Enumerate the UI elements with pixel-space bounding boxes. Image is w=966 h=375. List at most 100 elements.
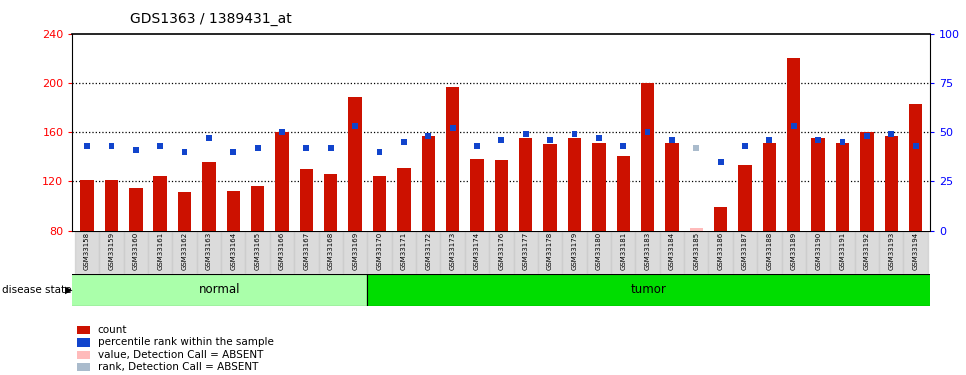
Text: disease state: disease state: [2, 285, 71, 295]
Bar: [489, 231, 514, 274]
Bar: [909, 104, 923, 231]
Bar: [544, 144, 556, 231]
Bar: [718, 159, 724, 165]
Bar: [327, 145, 333, 151]
Bar: [148, 231, 172, 274]
Bar: [75, 231, 99, 274]
Bar: [547, 137, 553, 143]
Bar: [157, 143, 163, 149]
Bar: [616, 156, 630, 231]
Bar: [154, 177, 167, 231]
Bar: [99, 231, 124, 274]
Bar: [620, 143, 626, 149]
Text: GSM33194: GSM33194: [913, 232, 919, 270]
Text: GSM33193: GSM33193: [889, 232, 895, 270]
Bar: [562, 231, 586, 274]
Text: GSM33192: GSM33192: [864, 232, 870, 270]
Bar: [498, 137, 504, 143]
Bar: [299, 169, 313, 231]
Bar: [416, 231, 440, 274]
Bar: [592, 143, 606, 231]
Bar: [275, 132, 289, 231]
Bar: [684, 231, 708, 274]
Text: GSM33184: GSM33184: [668, 232, 675, 270]
Bar: [230, 149, 237, 155]
Bar: [885, 136, 898, 231]
Text: GSM33164: GSM33164: [230, 232, 237, 270]
Bar: [806, 231, 831, 274]
Text: GSM33178: GSM33178: [547, 232, 554, 270]
Bar: [178, 192, 191, 231]
Bar: [373, 177, 386, 231]
Text: GSM33168: GSM33168: [327, 232, 334, 270]
Bar: [124, 231, 148, 274]
Text: GSM33187: GSM33187: [742, 232, 748, 270]
Bar: [255, 145, 261, 151]
Text: GSM33166: GSM33166: [279, 232, 285, 270]
Bar: [295, 231, 319, 274]
Text: GSM33163: GSM33163: [206, 232, 212, 270]
Bar: [611, 231, 636, 274]
Bar: [864, 133, 869, 139]
Bar: [572, 131, 578, 137]
Bar: [421, 136, 435, 231]
Text: GSM33180: GSM33180: [596, 232, 602, 270]
Bar: [766, 137, 773, 143]
Text: GSM33159: GSM33159: [108, 232, 114, 270]
Bar: [690, 228, 703, 231]
Bar: [836, 143, 849, 231]
Text: GSM33190: GSM33190: [815, 232, 821, 270]
Bar: [202, 162, 215, 231]
Bar: [349, 96, 362, 231]
Text: GSM33165: GSM33165: [255, 232, 261, 270]
Bar: [742, 143, 748, 149]
Bar: [270, 231, 295, 274]
Bar: [666, 143, 679, 231]
Bar: [391, 231, 416, 274]
Text: GSM33167: GSM33167: [303, 232, 309, 270]
Bar: [245, 231, 270, 274]
Bar: [495, 160, 508, 231]
Bar: [519, 138, 532, 231]
Text: GSM33158: GSM33158: [84, 232, 90, 270]
Text: GSM33179: GSM33179: [572, 232, 578, 270]
Bar: [367, 231, 391, 274]
Text: GDS1363 / 1389431_at: GDS1363 / 1389431_at: [130, 12, 292, 26]
Bar: [738, 165, 752, 231]
Bar: [465, 231, 489, 274]
Bar: [791, 123, 797, 129]
Bar: [182, 149, 187, 155]
Bar: [514, 231, 538, 274]
Text: GSM33189: GSM33189: [791, 232, 797, 270]
Bar: [568, 138, 582, 231]
Bar: [84, 143, 90, 149]
Bar: [474, 143, 480, 149]
Text: GSM33160: GSM33160: [132, 232, 139, 270]
Bar: [221, 231, 245, 274]
Bar: [889, 131, 895, 137]
Bar: [903, 231, 927, 274]
Bar: [80, 180, 94, 231]
Text: normal: normal: [199, 283, 241, 296]
Text: GSM33186: GSM33186: [718, 232, 724, 270]
Bar: [440, 231, 465, 274]
Bar: [811, 138, 825, 231]
Bar: [644, 129, 650, 135]
Bar: [640, 83, 654, 231]
Bar: [757, 231, 781, 274]
Bar: [694, 145, 699, 151]
Bar: [446, 87, 459, 231]
Bar: [72, 274, 367, 306]
Text: GSM33183: GSM33183: [644, 232, 650, 270]
Bar: [787, 58, 801, 231]
Text: GSM33191: GSM33191: [839, 232, 845, 270]
Bar: [660, 231, 684, 274]
Bar: [377, 149, 383, 155]
Bar: [714, 207, 727, 231]
Bar: [108, 143, 114, 149]
Bar: [855, 231, 879, 274]
Text: tumor: tumor: [631, 283, 667, 296]
Bar: [913, 143, 919, 149]
Bar: [367, 274, 930, 306]
Bar: [197, 231, 221, 274]
